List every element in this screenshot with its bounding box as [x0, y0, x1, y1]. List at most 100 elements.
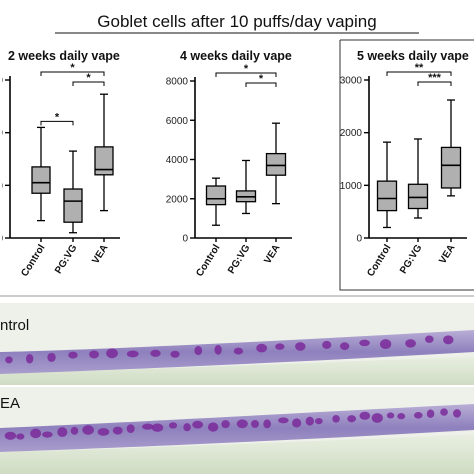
gel-layer: [0, 356, 474, 385]
significance-label: *: [86, 72, 91, 84]
y-tick-label: 8000: [166, 77, 189, 88]
goblet-cell: [142, 423, 154, 430]
goblet-cell: [315, 417, 323, 425]
goblet-cell: [170, 350, 180, 358]
goblet-cell: [5, 356, 13, 364]
y-tick-label: 1000: [340, 181, 363, 192]
y-tick-label: 6000: [166, 116, 189, 127]
box-iqr: [265, 152, 287, 176]
goblet-cell: [214, 344, 222, 355]
goblet-cell: [347, 415, 357, 423]
micrograph-control: ntrol: [0, 303, 474, 385]
x-tick-label: PG:VG: [53, 243, 80, 276]
goblet-cell: [30, 428, 42, 439]
goblet-cell: [426, 409, 435, 419]
goblet-cell: [359, 339, 370, 347]
goblet-cell: [89, 350, 99, 359]
boxplot-2-weeks: 2 weeks daily vape 0000000000ControlPG:V…: [0, 49, 120, 279]
bracket-line: [40, 71, 105, 76]
goblet-cell: [150, 349, 161, 357]
y-tick-label: 0: [182, 234, 188, 245]
goblet-cell: [57, 427, 68, 438]
box-vea: [94, 93, 114, 212]
bracket-line: [386, 71, 452, 76]
box-iqr: [440, 146, 462, 189]
goblet-cells: [4, 408, 462, 440]
box-control: [205, 177, 227, 226]
box-iqr: [94, 146, 114, 176]
goblet-cell: [275, 343, 285, 350]
x-tick-label: PG:VG: [398, 243, 425, 276]
goblet-cell: [386, 412, 395, 419]
bracket-line: [215, 72, 277, 77]
box-control: [31, 126, 51, 222]
box-vea: [440, 99, 462, 197]
goblet-cell: [42, 431, 53, 438]
panel-frame: [339, 40, 474, 291]
box-vea: [265, 122, 287, 205]
bracket-line: [245, 82, 277, 87]
goblet-cell: [236, 419, 248, 429]
goblet-cell: [126, 350, 139, 358]
goblet-cell: [194, 346, 203, 356]
significance-bracket: *: [40, 111, 74, 126]
boxplot-5-weeks: 5 weeks daily vape 0 1000 2000 3000 Control P…: [339, 39, 474, 291]
goblet-cell: [292, 418, 302, 428]
significance-label: *: [70, 62, 75, 74]
significance-label: ***: [428, 72, 442, 84]
box-pgvg: [63, 150, 83, 234]
goblet-cell: [425, 335, 434, 343]
significance-bracket: *: [72, 72, 105, 86]
goblet-cell: [97, 428, 110, 436]
goblet-cell: [305, 416, 315, 426]
goblet-cell: [68, 351, 78, 359]
goblet-cell: [47, 352, 56, 362]
micrograph-label: ntrol: [0, 317, 29, 334]
goblet-cell: [112, 426, 123, 435]
panel-title: 2 weeks daily vape: [8, 49, 120, 63]
goblet-cell: [251, 419, 259, 428]
x-tick-label: PG:VG: [226, 243, 253, 276]
goblet-cell: [106, 348, 118, 359]
goblet-cell: [405, 339, 416, 348]
goblet-cell: [16, 433, 25, 440]
goblet-cell: [82, 425, 94, 435]
x-tick-label: Control: [19, 243, 47, 279]
goblet-cell: [453, 409, 462, 418]
y-tick-label: 4000: [166, 155, 189, 166]
goblet-cell: [359, 411, 371, 420]
significance-bracket: *: [215, 63, 277, 77]
goblet-cell: [126, 424, 135, 433]
goblet-cell: [440, 408, 448, 416]
significance-label: *: [55, 111, 60, 123]
boxplot-4-weeks: 4 weeks daily vape 0 2000 4000 6000 8000 Cont…: [166, 49, 292, 279]
goblet-cell: [4, 431, 17, 440]
significance-bracket: ***: [417, 72, 452, 86]
x-tick-label: VEA: [262, 243, 282, 266]
significance-bracket: *: [40, 62, 105, 76]
box-iqr: [407, 183, 429, 210]
x-tick-label: VEA: [90, 243, 110, 266]
goblet-cells: [5, 335, 454, 364]
goblet-cell: [151, 423, 164, 432]
figure-title: Goblet cells after 10 puffs/day vaping: [97, 12, 376, 31]
bracket-line: [40, 120, 74, 126]
bracket-line: [417, 81, 452, 86]
goblet-cell: [221, 420, 230, 429]
goblet-cell: [322, 340, 332, 349]
y-tick-label: 2000: [166, 194, 189, 205]
crop-edge: [0, 74, 2, 244]
goblet-cell: [278, 417, 289, 424]
goblet-cell: [397, 413, 406, 420]
significance-bracket: *: [245, 73, 277, 87]
goblet-cell: [70, 426, 79, 435]
x-tick-label: Control: [194, 243, 222, 279]
box-pgvg: [407, 138, 429, 219]
goblet-cell: [207, 422, 219, 432]
goblet-cell: [256, 343, 268, 353]
goblet-cell: [413, 411, 423, 419]
goblet-cell: [183, 423, 191, 432]
significance-label: *: [259, 73, 264, 85]
goblet-cell: [332, 415, 340, 423]
x-tick-label: VEA: [437, 243, 457, 266]
